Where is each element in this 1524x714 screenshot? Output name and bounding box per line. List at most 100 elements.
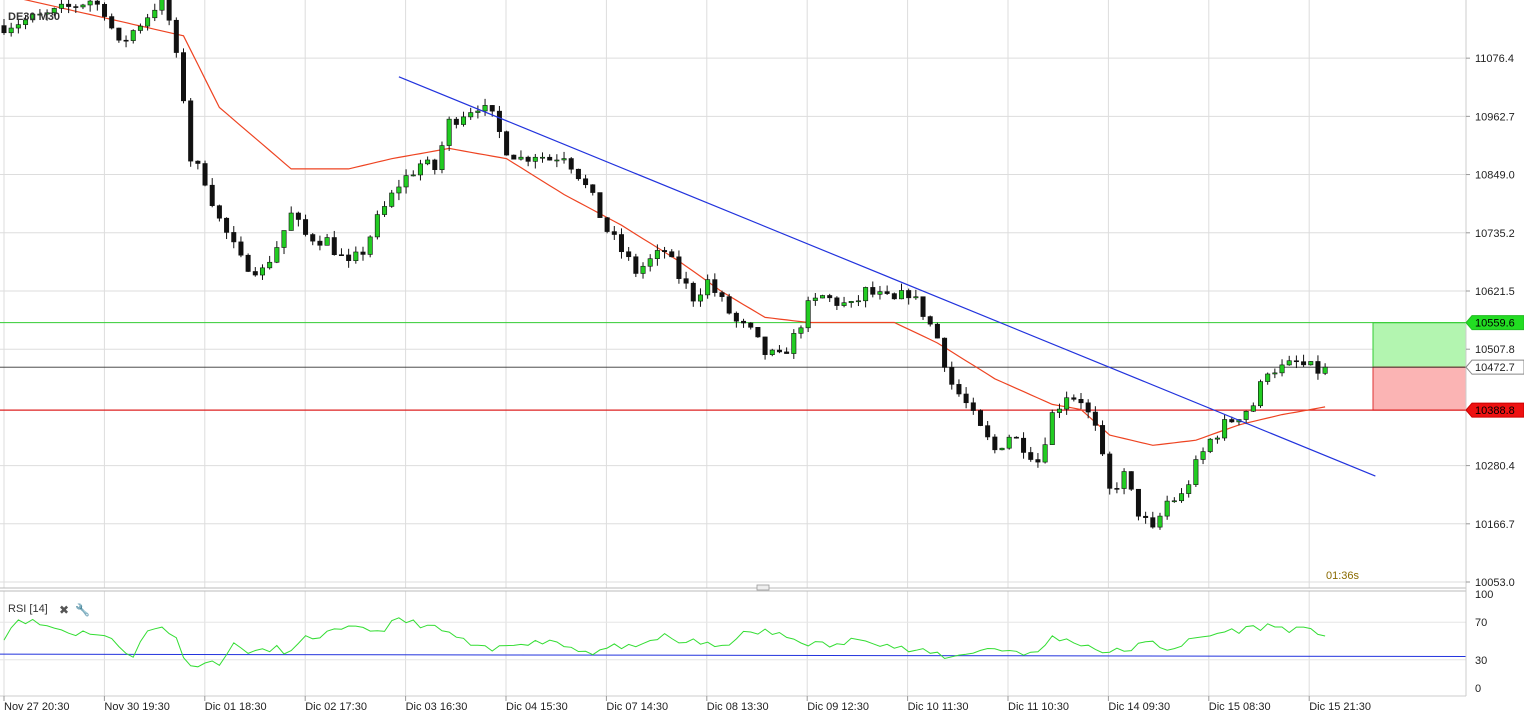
candle-body-bull (1042, 444, 1048, 463)
time-tick-label: Dic 02 17:30 (305, 701, 367, 713)
price-axis[interactable]: 11076.4 10962.7 10849.0 10735.2 10621.5 10507… (1466, 53, 1515, 589)
candle-body-bull (152, 9, 158, 19)
candle-body-bear (216, 205, 222, 219)
candle (102, 2, 108, 21)
candle-body-bear (590, 184, 596, 193)
candle (676, 250, 682, 284)
candle (927, 315, 933, 327)
candle (583, 174, 589, 189)
candle (597, 192, 603, 218)
rsi-axis: 100 70 30 0 (1475, 589, 1493, 695)
candle (310, 233, 316, 246)
candle-body-bear (1100, 425, 1106, 455)
candle (245, 253, 251, 273)
candle-body-bull (841, 302, 847, 306)
candle (898, 283, 904, 300)
candle-body-bull (403, 175, 409, 188)
candle (539, 152, 545, 163)
candle-body-bear (489, 105, 495, 112)
candle-body-bull (1272, 372, 1278, 375)
candle (496, 105, 502, 139)
candle (1315, 355, 1321, 380)
trendline[interactable] (398, 76, 1376, 477)
candle-body-bear (920, 296, 926, 317)
candle (338, 248, 344, 256)
candle-body-bear (338, 254, 344, 256)
candle (834, 296, 840, 311)
candle-body-bull (532, 156, 538, 162)
candle-body-bear (963, 393, 969, 404)
wrench-icon[interactable]: 🔧 (75, 602, 90, 617)
candle (1049, 409, 1055, 445)
candle-body-bear (712, 279, 718, 293)
current-price-badge: 10472.7 (1465, 359, 1524, 375)
candle (1322, 363, 1328, 376)
candle (920, 296, 926, 320)
candle-body-bear (1229, 419, 1235, 423)
time-axis[interactable]: Nov 27 20:30 Nov 30 19:30 Dic 01 18:30 Dic … (3, 696, 1371, 713)
candle-body-bull (805, 300, 811, 329)
candle-body-bear (1035, 459, 1041, 463)
candle-body-bull (1258, 381, 1264, 407)
candle-body-bull (1286, 360, 1292, 366)
candle-body-bear (238, 241, 244, 256)
candle-body-bear (611, 231, 617, 235)
candle-body-bear (870, 287, 876, 295)
candle-body-bull (848, 301, 854, 304)
candle (259, 264, 265, 280)
candle-body-bear (231, 232, 237, 243)
rsi-panel[interactable] (0, 591, 1466, 696)
candle (1250, 402, 1256, 412)
candle (15, 19, 21, 34)
candle (748, 322, 754, 330)
candle (812, 292, 818, 306)
candle-body-bull (1006, 436, 1012, 449)
candle-body-bear (102, 3, 108, 17)
panel-resize-handle[interactable] (756, 584, 770, 591)
candle (841, 296, 847, 308)
time-tick-label: Dic 14 09:30 (1108, 701, 1170, 713)
candle (360, 246, 366, 261)
candle-body-bear (1078, 399, 1084, 404)
candle (116, 27, 122, 43)
stop-loss-badge-shape (1465, 402, 1524, 418)
candle-body-bear (496, 110, 502, 132)
candle (1078, 392, 1084, 410)
take-profit-badge-shape (1465, 315, 1524, 331)
close-icon[interactable]: ✖ (59, 603, 69, 617)
candle-body-bear (166, 0, 172, 21)
candle (425, 156, 431, 166)
candle-body-bear (511, 154, 517, 160)
candle (504, 130, 510, 156)
candle (80, 3, 86, 10)
candle-body-bull (44, 12, 50, 15)
candle-body-bear (956, 384, 962, 395)
stop-loss-zone (1372, 366, 1467, 411)
candle (590, 184, 596, 196)
candle-body-bear (116, 27, 122, 41)
candle (719, 290, 725, 302)
downtrend-line[interactable] (398, 76, 1376, 477)
rsi-lines (0, 617, 1467, 668)
candle (1143, 511, 1149, 524)
candle (346, 248, 352, 268)
main-panel[interactable] (0, 0, 1466, 588)
candle-body-bull (518, 156, 524, 160)
candle (87, 0, 93, 12)
candle-body-bull (30, 13, 36, 21)
candle (1021, 432, 1027, 459)
candle-body-bull (324, 237, 330, 246)
candle-body-bull (1179, 493, 1185, 502)
candle-body-bull (267, 261, 273, 269)
candle-body-bull (999, 447, 1005, 451)
candle (618, 228, 624, 259)
candle (697, 288, 703, 307)
candle (683, 271, 689, 289)
candle-countdown: 01:36s (1326, 570, 1360, 582)
candle (604, 216, 610, 234)
candle-body-bear (1150, 517, 1156, 528)
time-tick-label: Dic 03 16:30 (406, 701, 468, 713)
candle (1214, 435, 1220, 444)
candle-body-bull (1207, 438, 1213, 452)
